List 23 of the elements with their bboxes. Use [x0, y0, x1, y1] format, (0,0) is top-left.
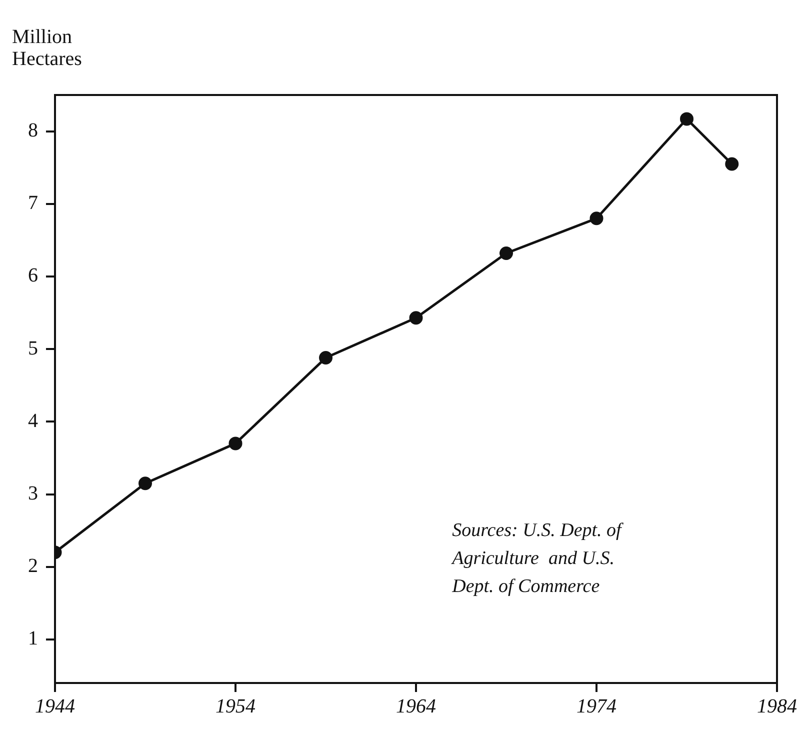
y-tick-label: 6	[28, 264, 38, 287]
y-axis-title: Million Hectares	[12, 26, 82, 70]
x-tick-label: 1954	[216, 695, 256, 718]
x-tick-label: 1974	[576, 695, 616, 718]
y-tick-label: 4	[28, 410, 38, 432]
point	[138, 476, 152, 490]
point	[680, 112, 694, 126]
y-tick-label: 5	[28, 337, 38, 360]
y-tick-label: 1	[28, 628, 38, 650]
x-tick-label: 1984	[757, 695, 797, 718]
point	[409, 311, 423, 325]
y-tick-label: 7	[28, 192, 38, 214]
point	[725, 157, 739, 171]
point	[590, 212, 604, 226]
x-tick-label: 1964	[396, 695, 436, 718]
point	[319, 351, 332, 365]
y-tick-label: 3	[28, 482, 38, 505]
x-tick-label: 1944	[35, 695, 75, 718]
point	[500, 246, 513, 260]
y-tick-label: 2	[28, 555, 38, 578]
annotation: Sources: U.S. Dept. of Agriculture and U.S. Dept. of Commerce	[450, 520, 624, 597]
point	[228, 436, 242, 450]
y-tick-label: 8	[28, 120, 38, 142]
